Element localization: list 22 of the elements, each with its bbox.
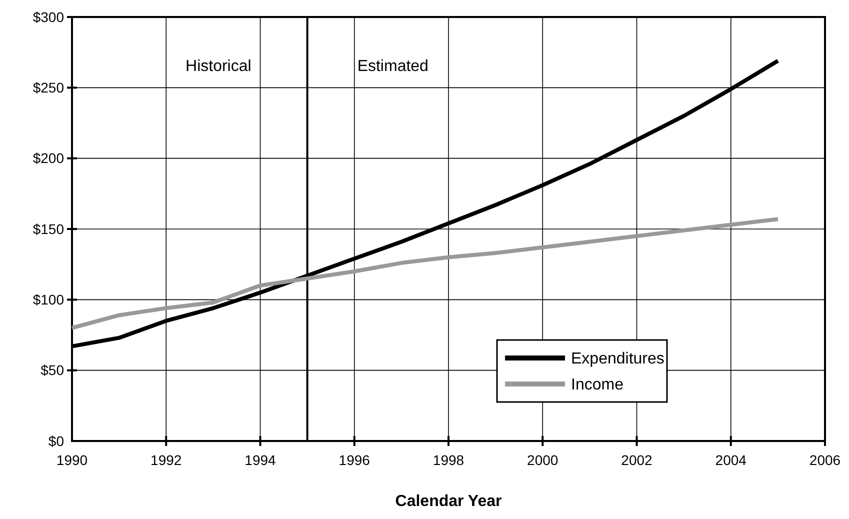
line-series	[70, 217, 780, 330]
x-tick-label: 1992	[150, 452, 182, 468]
x-tick-label: 1996	[338, 452, 370, 468]
annotation: Historical	[186, 58, 252, 75]
x-tick-label: 2006	[809, 452, 841, 468]
x-axis-title: Calendar Year	[395, 493, 502, 510]
x-tick-label: 1994	[244, 452, 276, 468]
x-tick-label: 2004	[715, 452, 747, 468]
legend-label: Expenditures	[571, 350, 664, 368]
y-tick-label: $250	[32, 80, 64, 96]
annotation: Estimated	[357, 58, 428, 75]
y-tick-label: $0	[48, 432, 64, 449]
x-tick-label: 2000	[527, 452, 558, 468]
y-tick-label: $200	[32, 150, 64, 166]
y-tick-label: $300	[32, 8, 64, 25]
y-tick-label: $50	[40, 362, 64, 378]
x-tick-label: 1990	[56, 452, 88, 468]
x-tick-label: 2002	[621, 452, 653, 468]
x-tick-label: 1998	[432, 452, 464, 468]
legend-label: Income	[571, 376, 624, 394]
y-tick-label: $100	[32, 292, 64, 308]
y-tick-label: $150	[32, 220, 64, 237]
